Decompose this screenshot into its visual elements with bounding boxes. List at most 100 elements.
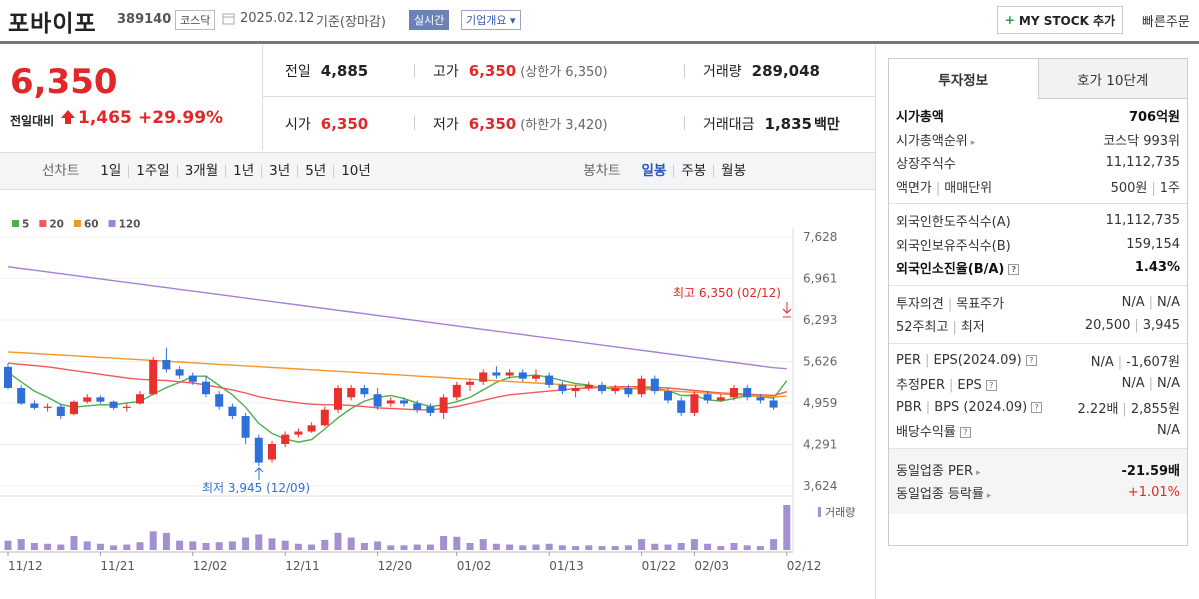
quote-value: 1,835: [764, 114, 812, 133]
quote-label: 거래대금: [703, 116, 755, 133]
label-part: 동일업종 등락률: [896, 487, 984, 503]
realtime-button[interactable]: 실시간: [409, 10, 450, 30]
arrow-icon: ▸: [976, 467, 981, 478]
calendar-icon: [222, 13, 235, 25]
x-tick-label: 12/11: [285, 559, 320, 573]
value-part: 2,855원: [1130, 401, 1180, 417]
period-tab[interactable]: 3개월: [176, 164, 225, 178]
high-arrow: [782, 302, 792, 314]
order-link[interactable]: 빠른주문: [1142, 15, 1190, 30]
volume-bar: [321, 539, 329, 550]
row-value: N/A | -1,607원: [1091, 351, 1180, 370]
candle-body: [136, 394, 144, 404]
y-tick-label: 5,626: [803, 355, 837, 369]
volume-bar: [176, 540, 184, 550]
candle-body: [307, 425, 316, 432]
candle-body: [241, 415, 250, 438]
quote-value: 4,885: [320, 61, 369, 80]
value-part: 500원: [1110, 180, 1148, 196]
period-tab[interactable]: 3년: [261, 164, 297, 178]
value-part: 3,945: [1142, 318, 1180, 334]
value-part: 11,112,735: [1105, 213, 1180, 229]
up-icon: [61, 110, 75, 124]
candle-body: [268, 443, 276, 460]
row-label: 동일업종 등락률 ▸: [896, 483, 991, 502]
company-button[interactable]: 기업개요 ▾: [461, 10, 521, 30]
period-tab[interactable]: 1일: [100, 162, 122, 179]
period-tab[interactable]: 1년: [225, 164, 261, 178]
candle-body: [452, 384, 461, 398]
volume-bar: [189, 541, 197, 550]
candle-body: [215, 394, 224, 407]
row-label: 상장주식수: [896, 153, 956, 172]
candle-tab[interactable]: 주봉: [673, 164, 713, 178]
candle-tab[interactable]: 일봉: [641, 162, 667, 179]
candle-body: [188, 375, 197, 382]
period-tab[interactable]: 5년: [297, 164, 333, 178]
row-label: 외국인한도주식수(A): [896, 211, 1011, 230]
x-tick-label: 01/02: [457, 559, 492, 573]
candle-body: [30, 403, 39, 408]
invest-row: PBR | BPS (2024.09)? 2.22배 | 2,855원: [896, 396, 1180, 420]
invest-row: 52주최고 | 최저 20,500 | 3,945: [896, 314, 1180, 338]
candle-body: [320, 409, 329, 426]
help-icon: ?: [1008, 264, 1020, 276]
candle-tab[interactable]: 월봉: [713, 164, 753, 178]
volume-bar: [96, 543, 104, 550]
value-part: 20,500: [1084, 318, 1131, 334]
value-part: 1주: [1159, 180, 1180, 196]
volume-bar: [255, 534, 263, 550]
candle-body: [650, 378, 659, 392]
volume-bar: [704, 543, 712, 550]
company-label: 기업개요: [466, 14, 507, 27]
tab-label: 봉차트: [583, 162, 621, 179]
x-tick-label: 01/22: [642, 559, 677, 573]
value-part: 2.22배: [1077, 401, 1119, 417]
help-icon: ?: [1031, 401, 1043, 413]
invest-row: PER | EPS(2024.09)? N/A | -1,607원: [896, 349, 1180, 373]
volume-bar: [506, 544, 514, 550]
invest-tab[interactable]: 호가 10단계: [1037, 59, 1187, 99]
volume-bar: [281, 540, 289, 550]
candle-body: [782, 316, 791, 318]
volume-bar: [585, 545, 593, 550]
quote-label: 시가: [285, 116, 311, 133]
period-tab[interactable]: 10년: [333, 164, 378, 178]
x-tick-label: 11/21: [100, 559, 135, 573]
divider: [875, 45, 876, 599]
market-tag: 코스닥: [175, 10, 216, 30]
separator: |: [1148, 376, 1153, 392]
legend-label: 5: [22, 219, 29, 231]
volume-bar: [123, 544, 131, 550]
separator: |: [1122, 401, 1127, 417]
value-part: N/A: [1121, 294, 1145, 310]
candle-body: [109, 401, 118, 408]
divider: [0, 41, 1199, 44]
candle-body: [730, 387, 738, 398]
volume-bar: [743, 545, 751, 550]
candle-body: [281, 434, 290, 444]
legend-label: 60: [84, 219, 99, 231]
period-tab[interactable]: 1주일: [128, 164, 176, 178]
candle-body: [4, 366, 12, 388]
invest-row: 상장주식수 11,112,735: [896, 151, 1180, 175]
row-value: 11,112,735: [1106, 155, 1180, 170]
quote-label: 저가: [433, 116, 459, 133]
candle-body: [175, 369, 184, 376]
candle-body: [703, 394, 712, 401]
candle-body: [637, 378, 646, 395]
volume-bar: [770, 539, 778, 550]
label-part: 목표주가: [956, 296, 1005, 312]
row-value: 2.22배 | 2,855원: [1078, 398, 1180, 417]
volume-bar: [611, 546, 619, 550]
mystock-button[interactable]: + MY STOCK 추가: [997, 6, 1123, 34]
volume-bar: [110, 545, 118, 550]
candle-body: [347, 387, 356, 398]
row-value: +1.01%: [1128, 485, 1180, 500]
legend-swatch: [73, 220, 81, 227]
label-part: EPS: [957, 378, 982, 394]
separator: |: [925, 352, 930, 368]
invest-tab[interactable]: 투자정보: [889, 59, 1038, 99]
label-part: 배당수익률: [896, 425, 956, 441]
